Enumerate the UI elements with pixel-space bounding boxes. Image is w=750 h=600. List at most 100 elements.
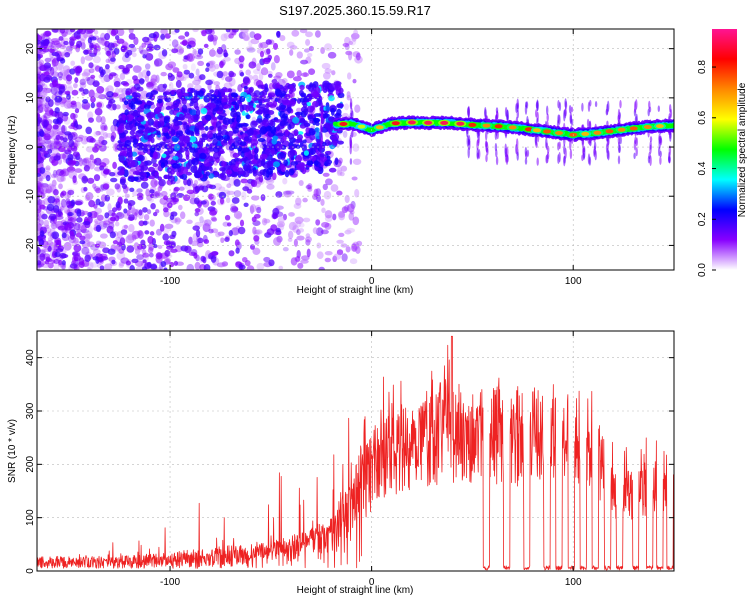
- spectrogram-cell: [328, 83, 337, 91]
- spectrogram-cell: [351, 176, 358, 181]
- spectrogram-cell: [60, 175, 66, 182]
- colorbar-ramp: [712, 29, 737, 270]
- spectrogram-cell: [174, 217, 181, 225]
- spectrogram-cell: [73, 244, 82, 253]
- spectrogram-cell: [58, 146, 66, 153]
- spectrogram-cell: [272, 42, 279, 50]
- spectrogram-cell: [356, 240, 363, 247]
- spectrogram-cell: [195, 68, 200, 76]
- spectrogram-cell: [160, 29, 168, 35]
- spectrogram-cell: [173, 186, 180, 192]
- spectrogram-cell: [55, 168, 65, 176]
- spectrogram-cell: [629, 126, 638, 131]
- spectrogram-cell: [44, 167, 51, 172]
- spectrogram-cell: [161, 49, 168, 57]
- spectrogram-cell: [61, 125, 68, 134]
- spectrogram-cell: [322, 82, 330, 91]
- spectrogram-cell: [617, 108, 621, 121]
- spectrogram-cell: [218, 191, 227, 200]
- spectrogram-cell: [288, 221, 297, 231]
- spectrogram-cell: [40, 193, 46, 199]
- spectrogram-cell: [336, 108, 342, 116]
- spectrogram-cell: [180, 166, 189, 175]
- spectrogram-cell: [321, 62, 331, 70]
- spectrogram-cell: [37, 136, 42, 142]
- spectrogram-cell: [178, 113, 184, 120]
- spectrogram-cell: [324, 122, 332, 131]
- spectrogram-cell: [248, 169, 253, 174]
- spectrogram-cell: [152, 163, 159, 168]
- spectrogram-cell: [63, 241, 72, 251]
- spectrogram-cell: [535, 141, 538, 148]
- spectrogram-cell: [268, 104, 277, 108]
- spectrogram-cell: [200, 200, 207, 205]
- spectrogram-cell: [246, 94, 252, 103]
- spectrogram-cell: [242, 31, 249, 39]
- spectrogram-cell: [138, 220, 145, 227]
- spectrogram-cell: [105, 85, 114, 94]
- spectrogram-cell: [239, 96, 246, 103]
- spectrogram-cell: [60, 39, 66, 48]
- spectrogram-cell: [213, 81, 221, 86]
- spectrogram-cell: [44, 30, 52, 37]
- spectrogram-cell: [74, 108, 80, 114]
- snr-y-tick-label: 100: [25, 509, 36, 526]
- spectrogram-cell: [167, 175, 175, 182]
- spectrogram-cell: [66, 74, 73, 82]
- spectrogram-cell: [242, 122, 249, 127]
- spectrogram-cell: [175, 132, 181, 138]
- spectrogram-cell: [160, 260, 167, 268]
- spectrogram-cell: [136, 188, 143, 193]
- spectrogram-cell: [152, 151, 158, 160]
- spectrogram-cell: [319, 153, 326, 158]
- spectrogram-cell: [76, 209, 82, 217]
- spectrogram-cell: [478, 148, 481, 160]
- spectrogram-cell: [74, 66, 82, 74]
- spectrogram-cell: [619, 136, 622, 145]
- spectrogram-cell: [37, 39, 42, 45]
- spectrogram-cell: [284, 129, 289, 137]
- spectrogram-cell: [209, 49, 216, 57]
- spectrogram-cell: [189, 109, 197, 116]
- spectrogram-cell: [94, 107, 103, 116]
- spectrogram-cell: [138, 71, 143, 80]
- spectrogram-cell: [215, 120, 222, 129]
- spectrogram-cell: [232, 152, 240, 159]
- spectrogram-cell: [82, 221, 91, 226]
- spectrogram-cell: [38, 238, 44, 246]
- spectrogram-cell: [194, 211, 200, 217]
- spectrogram-cell: [184, 31, 190, 37]
- spectrogram-cell: [226, 190, 236, 195]
- spectrogram-cell: [643, 125, 652, 129]
- spectrogram-cell: [142, 207, 148, 213]
- colorbar-tick-label: 0.2: [697, 212, 708, 226]
- spectrogram-cell: [119, 178, 126, 185]
- spectrogram-cell: [178, 76, 187, 82]
- spectrogram-cell: [74, 168, 83, 173]
- spectrogram-cell: [251, 134, 258, 142]
- spectrogram-cell: [180, 87, 186, 94]
- spectrogram-cell: [112, 143, 118, 152]
- spectrogram-cell: [43, 133, 51, 141]
- spectrogram-cell: [163, 116, 170, 124]
- spectrogram-cell: [251, 94, 259, 101]
- spectrogram-cell: [607, 100, 610, 113]
- spectrogram-cell: [205, 67, 210, 72]
- spectrogram-cell: [210, 94, 217, 101]
- spectrogram-cell: [190, 165, 198, 173]
- spectrogram-cell: [67, 189, 75, 196]
- spectrogram-cell: [89, 210, 98, 219]
- spectrogram-cell: [237, 123, 243, 128]
- spectrogram-cell: [467, 138, 471, 146]
- spectrogram-cell: [52, 118, 60, 125]
- spectrogram-cell: [129, 264, 135, 270]
- spectrogram-cell: [103, 168, 110, 175]
- spectrogram-cell: [97, 214, 104, 221]
- spectrogram-cell: [282, 190, 291, 195]
- spectrogram-cell: [50, 40, 56, 49]
- spectrogram-cell: [265, 39, 272, 45]
- spectrogram-cell: [166, 167, 172, 174]
- spectrogram-cell: [180, 147, 185, 153]
- spectrogram-cell: [284, 93, 291, 100]
- spectrogram-cell: [440, 120, 449, 125]
